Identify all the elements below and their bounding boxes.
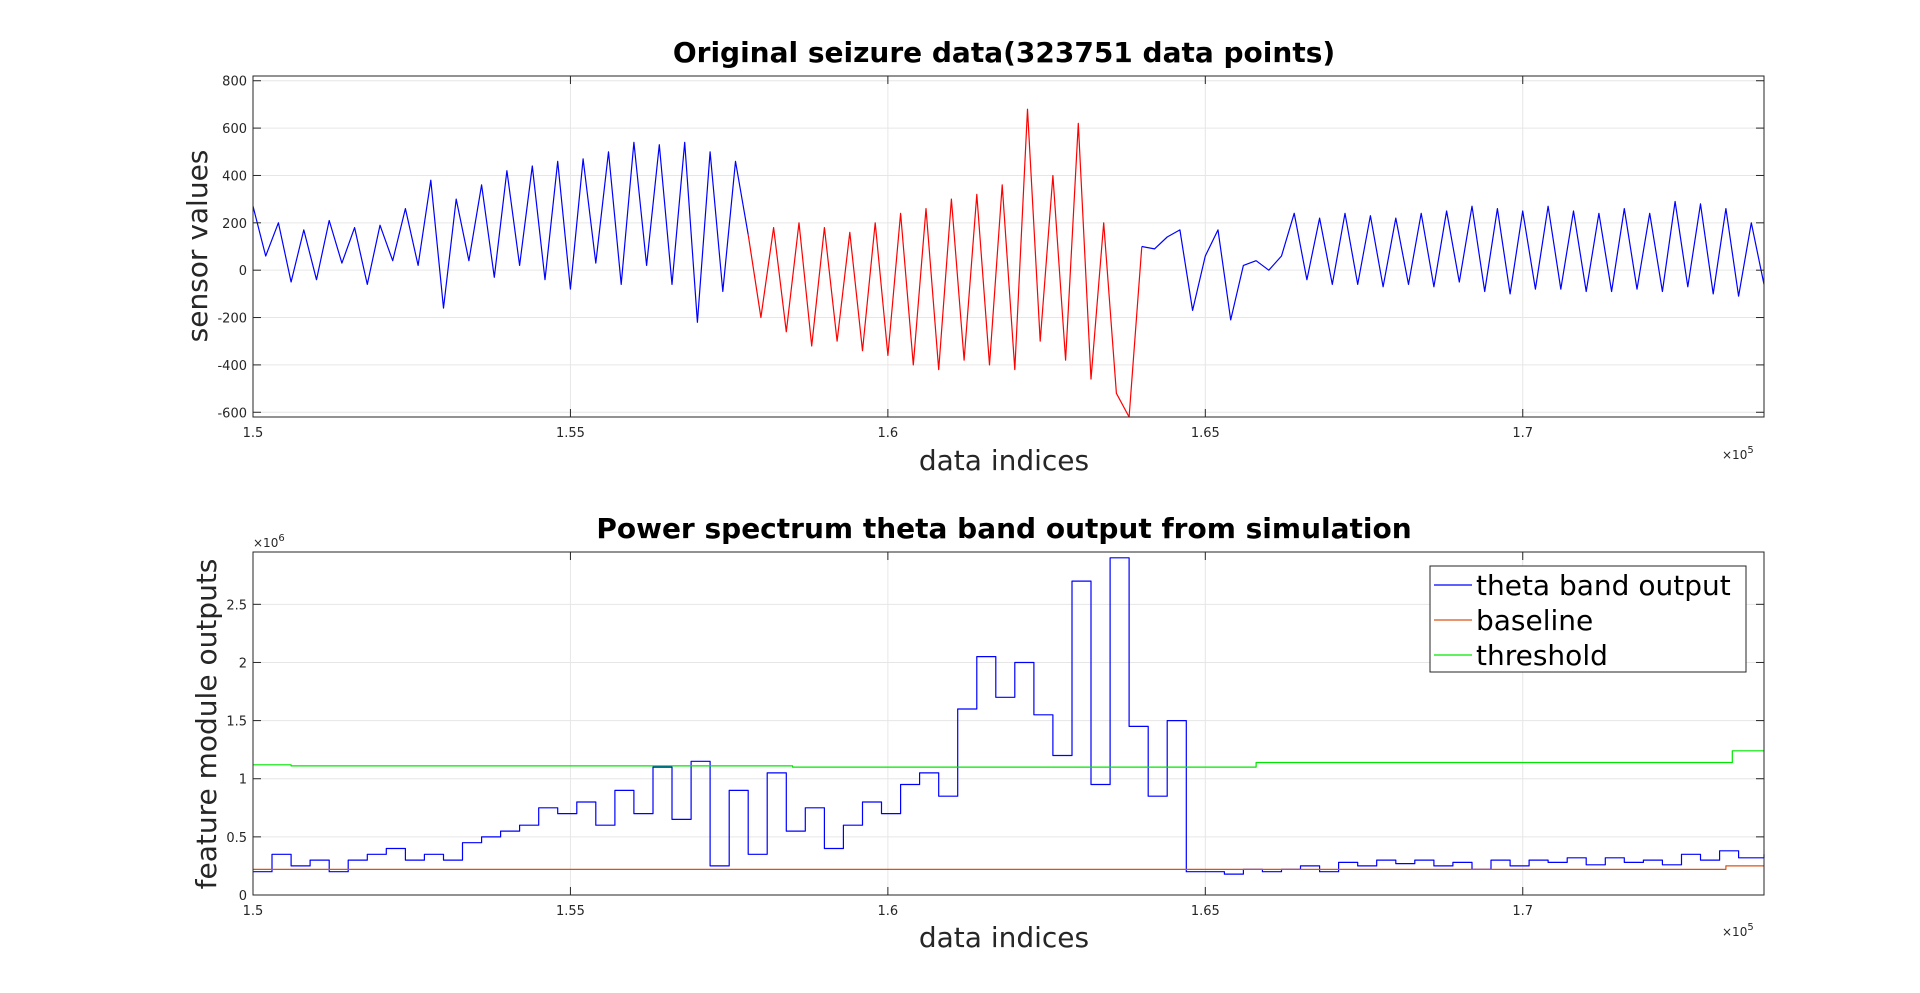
y-axis-label: feature module outputs bbox=[190, 559, 223, 890]
y-tick-label: -600 bbox=[217, 406, 247, 421]
y-tick-label: 200 bbox=[222, 217, 247, 232]
chart-title: Original seizure data(323751 data points… bbox=[673, 36, 1335, 69]
legend: theta band output baseline threshold bbox=[1429, 565, 1747, 673]
x-tick-label: 1.65 bbox=[1191, 904, 1220, 919]
tick-labels: 1.5 1.55 1.6 1.65 1.7 -600 -400 -200 0 200 400 600 8… bbox=[217, 75, 1764, 441]
legend-label-theta: theta band output bbox=[1476, 569, 1731, 602]
x-tick-label: 1.6 bbox=[878, 426, 899, 441]
y-tick-label: 2 bbox=[239, 656, 247, 671]
y-exponent-label: ×106 bbox=[253, 533, 285, 550]
x-tick-label: 1.55 bbox=[556, 426, 585, 441]
chart-title: Power spectrum theta band output from si… bbox=[596, 512, 1411, 545]
series-line-0 bbox=[252, 141, 749, 323]
legend-label-baseline: baseline bbox=[1476, 604, 1593, 637]
legend-box bbox=[1429, 565, 1747, 673]
x-tick-label: 1.7 bbox=[1512, 426, 1533, 441]
legend-label-threshold: threshold bbox=[1476, 639, 1608, 672]
y-tick-label: -400 bbox=[217, 359, 247, 374]
x-tick-label: 1.65 bbox=[1191, 426, 1220, 441]
y-tick-label: 600 bbox=[222, 122, 247, 137]
series-line-1 bbox=[253, 865, 1764, 870]
theta-band-panel: Power spectrum theta band output from si… bbox=[190, 512, 1765, 954]
series-group bbox=[252, 108, 1765, 418]
y-tick-label: -200 bbox=[217, 312, 247, 327]
series-line-2 bbox=[1141, 200, 1765, 321]
y-tick-label: 1 bbox=[239, 773, 247, 788]
seizure-data-panel: Original seizure data(323751 data points… bbox=[181, 36, 1765, 477]
y-tick-label: 0 bbox=[239, 264, 247, 279]
axes-box bbox=[252, 75, 1765, 418]
x-exponent-label: ×105 bbox=[1722, 445, 1754, 462]
x-exponent-label: ×105 bbox=[1722, 922, 1754, 939]
y-tick-label: 0 bbox=[239, 889, 247, 904]
series-line-2 bbox=[253, 750, 1764, 768]
x-tick-label: 1.6 bbox=[878, 904, 899, 919]
y-tick-label: 1.5 bbox=[226, 715, 247, 730]
x-axis-label: data indices bbox=[919, 444, 1089, 477]
x-tick-label: 1.7 bbox=[1512, 904, 1533, 919]
y-axis-label: sensor values bbox=[181, 150, 214, 343]
y-tick-label: 800 bbox=[222, 75, 247, 90]
axes-box bbox=[252, 551, 1765, 896]
x-tick-label: 1.55 bbox=[556, 904, 585, 919]
series-group bbox=[253, 557, 1765, 875]
y-tick-label: 0.5 bbox=[226, 831, 247, 846]
plot-area bbox=[253, 76, 1764, 417]
series-line-0 bbox=[253, 557, 1765, 875]
y-tick-label: 2.5 bbox=[226, 598, 247, 613]
series-line-1 bbox=[747, 108, 1143, 418]
y-tick-label: 400 bbox=[222, 169, 247, 184]
x-axis-label: data indices bbox=[919, 921, 1089, 954]
x-tick-label: 1.5 bbox=[243, 904, 264, 919]
tick-labels: 1.5 1.55 1.6 1.65 1.7 0 0.5 1 1.5 2 2.5 bbox=[226, 552, 1764, 919]
x-tick-label: 1.5 bbox=[243, 426, 264, 441]
